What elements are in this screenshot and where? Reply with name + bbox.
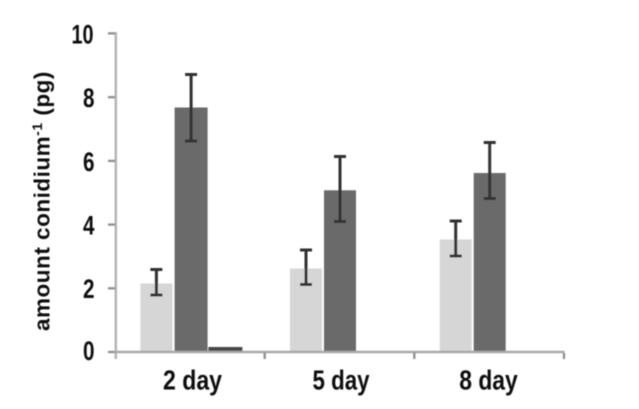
svg-text:4: 4 — [83, 211, 95, 241]
svg-text:6: 6 — [83, 147, 95, 177]
svg-text:2: 2 — [83, 274, 95, 304]
svg-text:0: 0 — [83, 336, 95, 366]
svg-text:2 day: 2 day — [163, 364, 223, 395]
svg-text:amount conidium-1 (pg): amount conidium-1 (pg) — [29, 71, 55, 331]
svg-text:8: 8 — [83, 83, 95, 113]
svg-text:5 day: 5 day — [313, 364, 371, 395]
svg-text:10: 10 — [72, 19, 94, 49]
svg-text:8 day: 8 day — [459, 364, 518, 395]
